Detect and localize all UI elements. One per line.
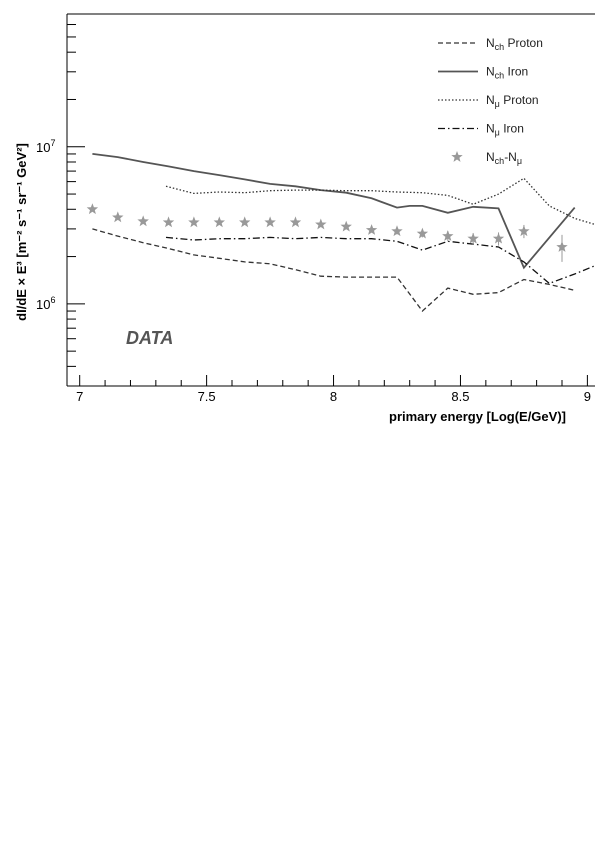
legend: Nch Proton Nch Iron Nμ Proton Nμ Iron Nch-Nμ bbox=[438, 36, 543, 166]
data-point-star bbox=[137, 215, 149, 227]
data-point-star bbox=[391, 225, 403, 237]
data-point-star bbox=[315, 218, 327, 230]
legend-label: Nμ Proton bbox=[486, 93, 539, 109]
series-line bbox=[92, 153, 576, 270]
series-4 bbox=[86, 203, 568, 262]
legend-label: Nch Proton bbox=[486, 36, 543, 52]
x-axis-title: primary energy [Log(E/GeV)] bbox=[389, 409, 566, 424]
data-point-star bbox=[162, 216, 175, 228]
legend-swatch-star bbox=[451, 151, 463, 162]
series-0 bbox=[92, 228, 575, 312]
data-point-star bbox=[239, 216, 251, 228]
data-point-star bbox=[213, 216, 225, 228]
plot-frame bbox=[66, 13, 595, 387]
data-point-star bbox=[518, 225, 530, 237]
y-axis-title: dI/dE × E³ [m⁻² s⁻¹ sr⁻¹ GeV²] bbox=[14, 143, 29, 321]
data-point-star bbox=[365, 224, 378, 235]
x-tick-label: 7.5 bbox=[198, 389, 216, 404]
y-tick-label: 107 bbox=[36, 138, 55, 155]
axis-ticks: 7 7.5 8 8.5 9 106 107 bbox=[36, 13, 591, 404]
series-3 bbox=[165, 236, 595, 285]
legend-label: Nch-Nμ bbox=[486, 150, 522, 166]
data-point-star bbox=[340, 220, 352, 232]
x-tick-label: 9 bbox=[584, 389, 591, 404]
x-tick-label: 8.5 bbox=[451, 389, 469, 404]
data-point-star bbox=[416, 227, 429, 239]
data-point-star bbox=[442, 230, 454, 241]
series-line bbox=[165, 236, 595, 285]
y-tick-label: 106 bbox=[36, 295, 55, 312]
legend-label: Nch Iron bbox=[486, 65, 528, 81]
data-point-star bbox=[188, 216, 200, 228]
series-line bbox=[92, 228, 575, 312]
data-point-star bbox=[86, 203, 99, 215]
data-point-star bbox=[492, 232, 505, 244]
series-group bbox=[86, 153, 595, 312]
legend-label: Nμ Iron bbox=[486, 122, 524, 138]
data-point-star bbox=[112, 211, 124, 223]
series-1 bbox=[92, 153, 576, 270]
data-annotation: DATA bbox=[126, 328, 173, 348]
x-tick-label: 7 bbox=[76, 389, 83, 404]
data-point-star bbox=[556, 241, 568, 252]
data-point-star bbox=[264, 216, 276, 228]
data-point-star bbox=[467, 232, 479, 244]
x-tick-label: 8 bbox=[330, 389, 337, 404]
data-point-star bbox=[289, 216, 302, 228]
